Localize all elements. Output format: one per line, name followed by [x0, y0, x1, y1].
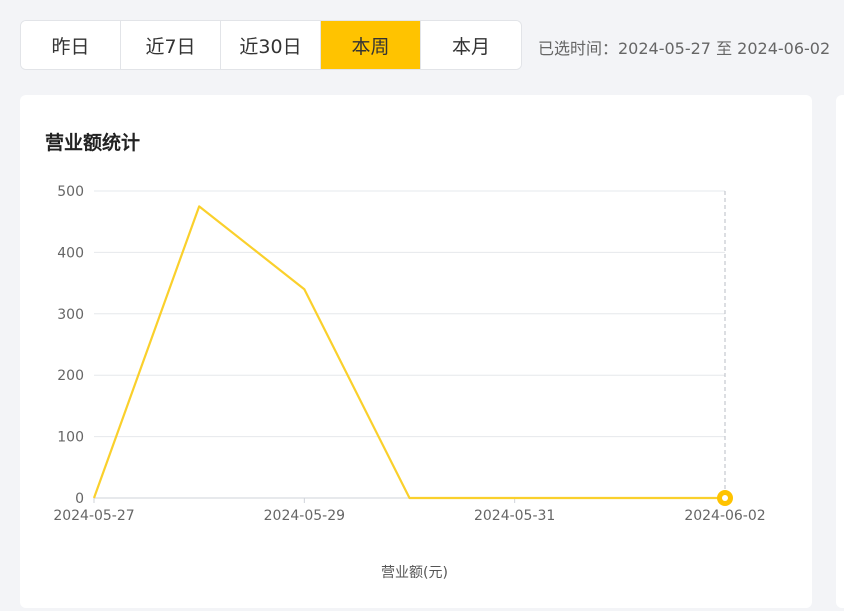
- selected-date-range: 已选时间：2024-05-27 至 2024-06-02: [538, 39, 831, 58]
- tab-last-30-days[interactable]: 近30日: [221, 21, 321, 69]
- card-title: 营业额统计: [45, 132, 141, 154]
- tab-this-week[interactable]: 本周: [321, 21, 421, 69]
- x-tick-label: 2024-05-27: [53, 508, 134, 524]
- date-filter-tabs: 昨日 近7日 近30日 本周 本月: [20, 20, 522, 70]
- legend: 营业额(元): [381, 565, 448, 581]
- tab-this-month[interactable]: 本月: [421, 21, 521, 69]
- y-tick-labels: 0 100 200 300 400 500: [57, 184, 84, 507]
- y-tick-label: 400: [57, 245, 84, 261]
- x-tick-label: 2024-05-31: [474, 508, 555, 524]
- y-tick-label: 200: [57, 368, 84, 384]
- y-tick-label: 100: [57, 430, 84, 446]
- x-tick-label: 2024-06-02: [684, 508, 765, 524]
- y-tick-label: 0: [75, 491, 84, 507]
- y-tick-label: 300: [57, 307, 84, 323]
- series-layer: [92, 205, 733, 506]
- x-tick-labels: 2024-05-27 2024-05-29 2024-05-31 2024-06-02: [53, 498, 766, 524]
- series-line-turnover: [92, 205, 725, 500]
- tab-last-7-days[interactable]: 近7日: [121, 21, 221, 69]
- turnover-chart-card: 营业额统计 0 100 200 300 400 500 2024-05-27 2024-05…: [20, 95, 812, 608]
- highlighted-point-inner: [722, 495, 728, 501]
- y-tick-label: 500: [57, 184, 84, 200]
- x-tick-label: 2024-05-29: [264, 508, 345, 524]
- tab-yesterday[interactable]: 昨日: [21, 21, 121, 69]
- legend-item-turnover[interactable]: 营业额(元): [381, 565, 448, 581]
- adjacent-card-edge: [836, 95, 844, 608]
